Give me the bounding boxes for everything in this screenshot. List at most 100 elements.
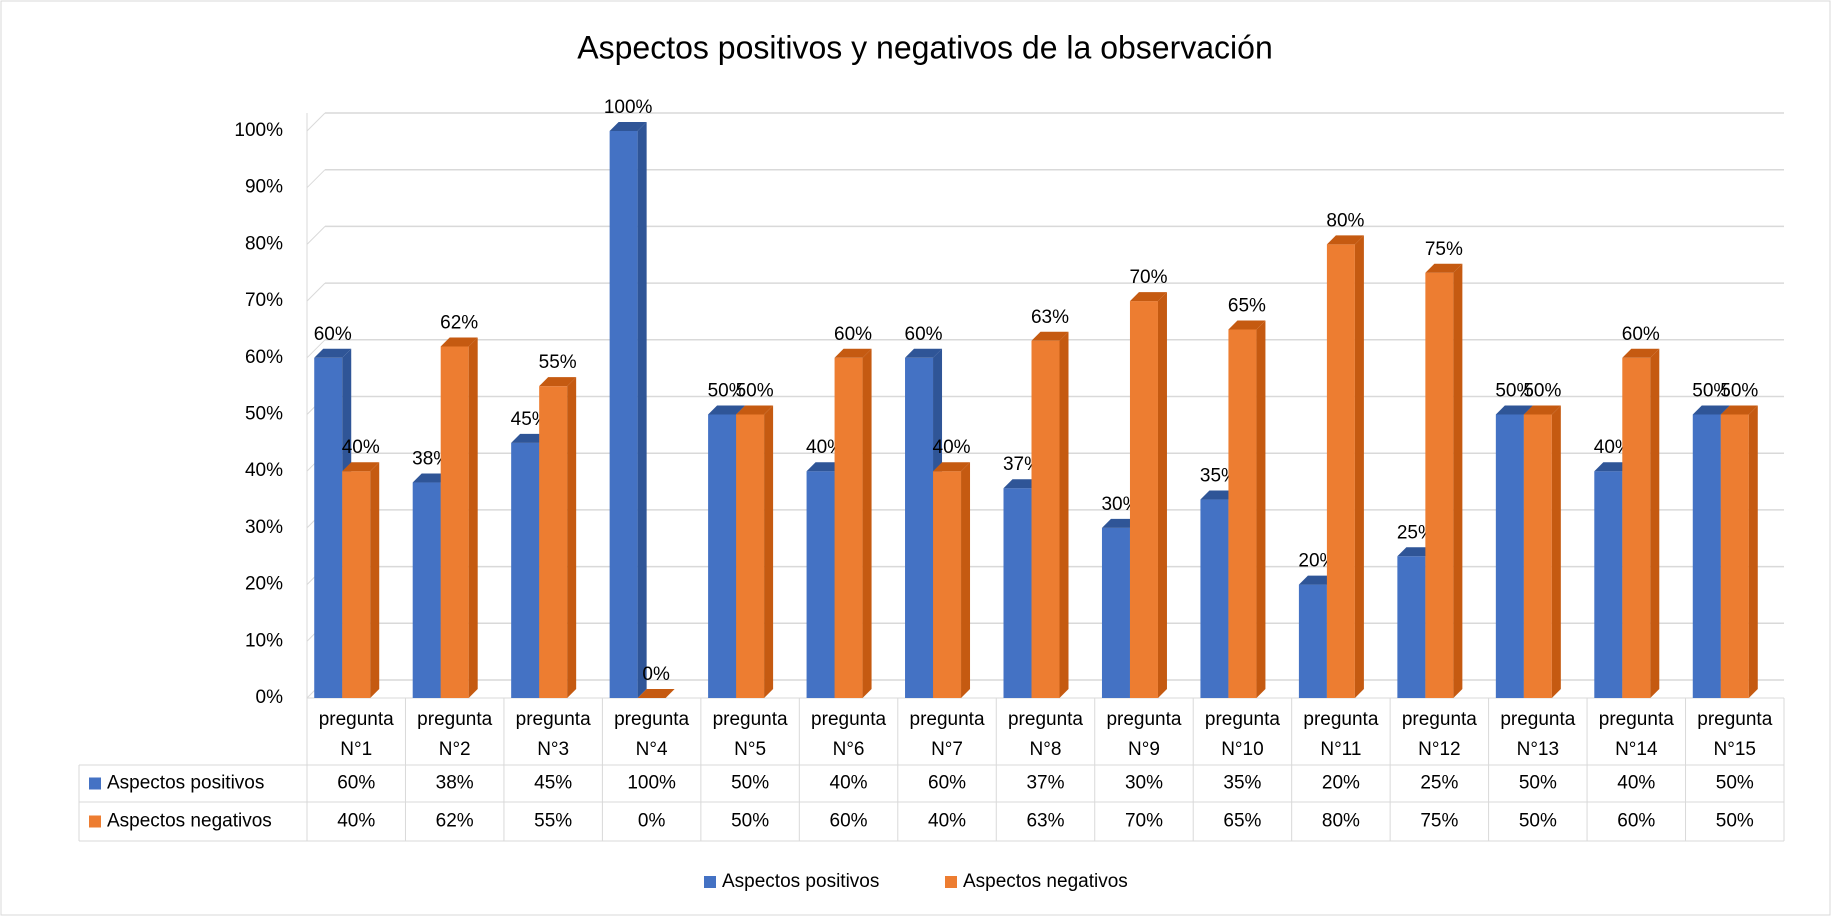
grid-line xyxy=(306,169,326,189)
bar-top xyxy=(1326,235,1364,245)
table-cell: 50% xyxy=(1716,773,1754,794)
table-cell: 50% xyxy=(731,811,769,832)
bar xyxy=(736,405,774,698)
table-cell: 35% xyxy=(1223,773,1261,794)
bar-front xyxy=(1523,414,1552,698)
table-cell: 50% xyxy=(731,773,769,794)
bar-top xyxy=(1495,405,1533,415)
grid-line xyxy=(306,226,326,245)
x-tick-label: pregunta N°3 xyxy=(515,709,591,760)
bar-side xyxy=(1256,320,1266,698)
bar-top xyxy=(1003,479,1041,489)
data-label: 60% xyxy=(1622,324,1660,345)
table-cell: 60% xyxy=(830,811,868,832)
data-label: 50% xyxy=(736,381,774,402)
data-label: 0% xyxy=(642,664,670,685)
bar-front xyxy=(342,471,371,698)
bar-front xyxy=(412,482,441,698)
table-cell: 37% xyxy=(1026,773,1064,794)
bar-top xyxy=(1228,320,1266,330)
bar-side xyxy=(1453,263,1463,698)
bar-top xyxy=(637,689,675,698)
table-cell: 65% xyxy=(1223,811,1261,832)
bar-side xyxy=(567,377,577,698)
bar-front xyxy=(1003,488,1032,698)
bar xyxy=(1622,348,1660,698)
x-tick-label: pregunta N°10 xyxy=(1204,709,1280,760)
x-tick-label: pregunta N°7 xyxy=(909,709,985,760)
bar-front xyxy=(708,414,737,698)
bar xyxy=(609,122,647,698)
bar-side xyxy=(1059,331,1069,698)
table-cell: 63% xyxy=(1026,811,1064,832)
table-cell: 60% xyxy=(337,773,375,794)
data-label: 40% xyxy=(933,437,971,458)
y-tick-label: 100% xyxy=(234,120,283,141)
x-tick-label: pregunta N°5 xyxy=(712,709,788,760)
bar-front xyxy=(539,386,568,698)
bar-front xyxy=(1397,556,1426,698)
bar-side xyxy=(370,462,380,698)
bar xyxy=(1228,320,1266,698)
bar-top xyxy=(1397,547,1435,557)
bar xyxy=(1425,263,1463,698)
data-label: 100% xyxy=(604,97,653,118)
table-cell: 60% xyxy=(1617,811,1655,832)
y-tick-label: 50% xyxy=(245,404,283,425)
grid-line xyxy=(306,339,326,359)
legend-key xyxy=(89,777,101,790)
grid-line xyxy=(306,282,326,302)
y-tick-label: 60% xyxy=(245,347,283,368)
y-tick-label: 70% xyxy=(245,290,283,311)
bar-front xyxy=(905,357,934,698)
y-tick-label: 80% xyxy=(245,233,283,254)
bar xyxy=(1523,405,1561,698)
bar xyxy=(440,337,478,698)
table-cell: 50% xyxy=(1716,811,1754,832)
data-label: 50% xyxy=(1720,381,1758,402)
bar-top xyxy=(1129,292,1167,302)
data-label: 80% xyxy=(1326,210,1364,231)
bar-top xyxy=(511,433,549,443)
table-cell: 40% xyxy=(337,811,375,832)
bar-top xyxy=(1523,405,1561,415)
table-cell: 50% xyxy=(1519,773,1557,794)
bar xyxy=(342,462,380,698)
bar-top xyxy=(539,377,577,387)
bar xyxy=(1031,331,1069,698)
bar-top xyxy=(933,462,971,472)
table-cell: 70% xyxy=(1125,811,1163,832)
data-label: 50% xyxy=(1523,381,1561,402)
bar-front xyxy=(1129,301,1158,698)
table-series-name: Aspectos positivos xyxy=(107,773,264,794)
bar-top xyxy=(708,405,746,415)
bar-front xyxy=(1101,527,1130,698)
bar-front xyxy=(933,471,962,698)
table-cell: 80% xyxy=(1322,811,1360,832)
table-cell: 30% xyxy=(1125,773,1163,794)
table-cell: 60% xyxy=(928,773,966,794)
y-tick-label: 90% xyxy=(245,177,283,198)
table-series-name: Aspectos negativos xyxy=(107,811,272,832)
table-cell: 40% xyxy=(928,811,966,832)
bar-front xyxy=(1298,584,1327,698)
bar-top xyxy=(1200,490,1238,500)
table-cell: 40% xyxy=(1617,773,1655,794)
bar xyxy=(637,689,675,698)
bar-top xyxy=(440,337,478,347)
table-cell: 40% xyxy=(830,773,868,794)
bar-front xyxy=(314,357,343,698)
data-label: 65% xyxy=(1228,295,1266,316)
legend-label: Aspectos negativos xyxy=(963,871,1128,892)
bar-side xyxy=(764,405,774,698)
table-cell: 25% xyxy=(1420,773,1458,794)
bar-side xyxy=(468,337,478,698)
bar xyxy=(933,462,971,698)
bar-front xyxy=(1425,272,1454,698)
bar-side xyxy=(961,462,971,698)
bar xyxy=(1326,235,1364,698)
y-tick-label: 20% xyxy=(245,574,283,595)
table-cell: 55% xyxy=(534,811,572,832)
table-cell: 38% xyxy=(436,773,474,794)
